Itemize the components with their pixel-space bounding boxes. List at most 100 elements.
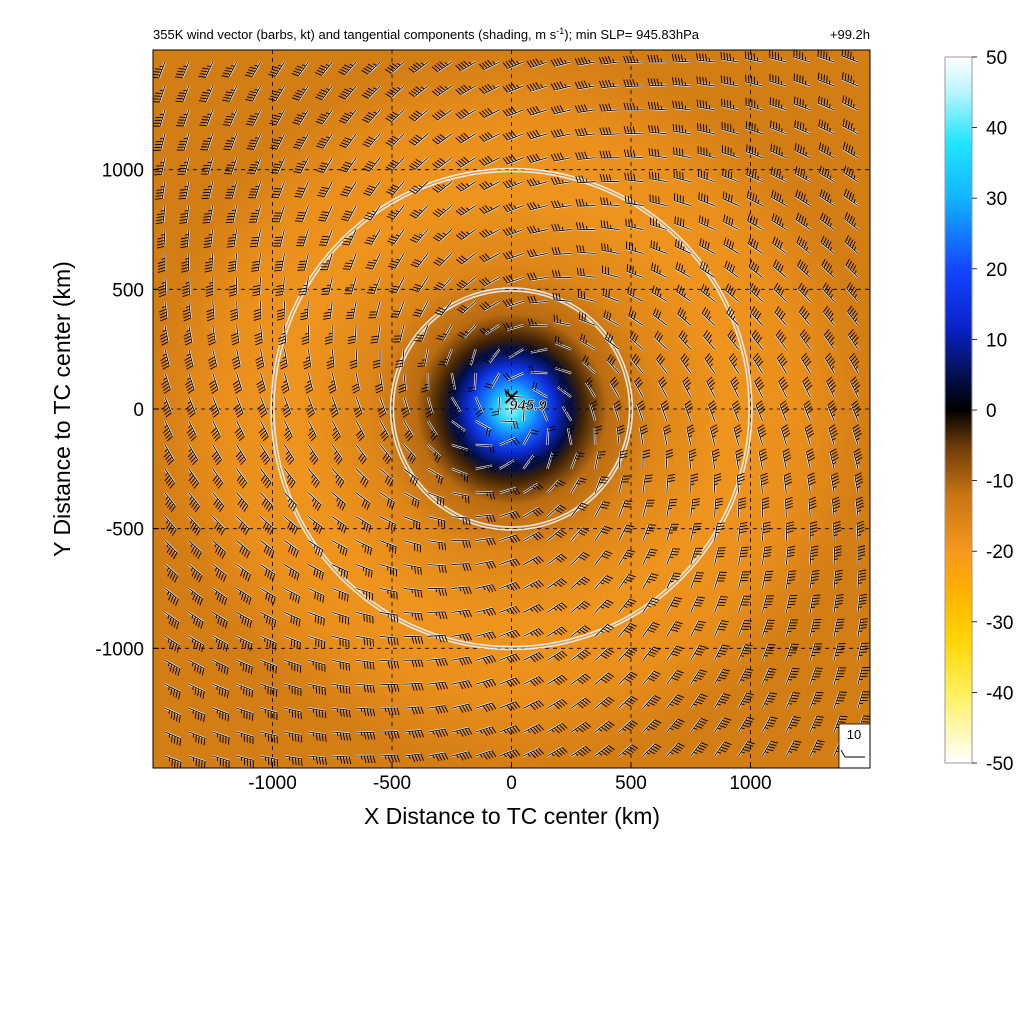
wind-barb [366, 276, 382, 294]
wind-barb [648, 124, 667, 135]
colorbar-tick-label: -50 [986, 754, 1013, 775]
wind-barb [676, 284, 692, 303]
wind-barb [317, 205, 334, 222]
wind-barb [550, 81, 572, 92]
wind-barb [176, 109, 190, 127]
range-ring [273, 170, 750, 648]
wind-barb [561, 400, 573, 422]
wind-barb [380, 730, 400, 739]
wind-barb [594, 720, 615, 733]
wind-barb [728, 353, 740, 374]
wind-barb [431, 84, 453, 97]
wind-barb [380, 706, 400, 716]
wind-barb [365, 252, 382, 270]
wind-barb [297, 253, 310, 271]
wind-barb [344, 277, 358, 295]
wind-barb [340, 205, 358, 222]
wind-barb [673, 147, 691, 159]
wind-barb [284, 611, 301, 627]
wind-barb [570, 502, 589, 518]
wind-barb [157, 253, 167, 273]
wind-barb [769, 97, 787, 111]
wind-barb [707, 400, 717, 422]
wind-barb [308, 683, 326, 696]
x-tick-label: -1000 [248, 773, 297, 794]
colorbar-tick-label: 20 [986, 260, 1007, 281]
wind-barb [713, 668, 731, 685]
wind-barb [159, 301, 169, 322]
wind-barb [856, 593, 868, 613]
wind-barb [551, 247, 572, 256]
wind-barb [403, 420, 414, 442]
wind-barb [390, 300, 405, 318]
wind-barb [185, 372, 196, 394]
wind-barb [847, 329, 859, 350]
wind-barb [809, 545, 819, 565]
wind-barb [317, 181, 334, 198]
wind-barb [455, 108, 477, 120]
wind-barb [594, 574, 614, 590]
wind-barb [307, 468, 321, 489]
wind-barb [427, 444, 442, 464]
wind-barb [689, 473, 699, 493]
wind-barb [232, 372, 243, 394]
wind-barb [291, 85, 310, 101]
wind-barb [164, 587, 179, 606]
wind-barb [363, 204, 381, 221]
wind-barb [427, 657, 448, 667]
wind-barb [385, 156, 405, 171]
wind-barb [761, 643, 776, 661]
wind-barb [737, 692, 754, 709]
wind-barb [723, 237, 740, 255]
wind-barb [403, 635, 424, 644]
wind-barb [292, 133, 310, 150]
wind-barb [748, 259, 764, 279]
wind-barb [212, 754, 230, 768]
wind-barb [308, 635, 326, 649]
wind-barb [427, 751, 449, 762]
wind-barb [451, 443, 469, 458]
wind-barb [284, 635, 301, 650]
wind-barb [502, 250, 524, 261]
wind-barb [552, 292, 572, 303]
colorbar-tick-label: -40 [986, 683, 1013, 704]
wind-barb [551, 200, 572, 209]
wind-barb [451, 562, 472, 571]
wind-barb [251, 253, 262, 272]
wind-barb [651, 285, 668, 303]
wind-barb [356, 731, 376, 740]
wind-barb [527, 295, 548, 305]
wind-barb [433, 252, 453, 267]
wind-barb [675, 261, 692, 279]
range-ring [389, 287, 634, 531]
wind-barb [807, 496, 817, 517]
wind-barb [349, 349, 359, 369]
wind-barb [713, 596, 728, 613]
wind-barb [283, 491, 298, 512]
wind-barb [699, 238, 716, 255]
wind-barb [475, 464, 497, 473]
wind-barb [570, 745, 592, 757]
wind-barb [833, 691, 847, 709]
wind-barb [331, 468, 345, 488]
wind-barb [331, 491, 346, 511]
wind-barb [412, 300, 429, 317]
wind-barb [785, 594, 798, 613]
wind-barb [672, 123, 691, 135]
wind-barb [734, 448, 744, 470]
wind-barb [153, 109, 167, 127]
wind-barb [234, 420, 246, 442]
wind-barb [745, 74, 763, 87]
wind-barb [188, 683, 205, 699]
wind-barb [210, 420, 222, 442]
wind-barb [832, 520, 841, 541]
wind-barb [689, 693, 708, 709]
wind-barb [475, 725, 497, 736]
wind-barb [479, 228, 501, 239]
wind-barb [744, 51, 763, 64]
wind-barb [616, 424, 625, 446]
wind-barb [226, 229, 238, 248]
wind-barb [623, 102, 643, 112]
reference-barb-feather [840, 749, 846, 758]
wind-barb [298, 277, 310, 296]
